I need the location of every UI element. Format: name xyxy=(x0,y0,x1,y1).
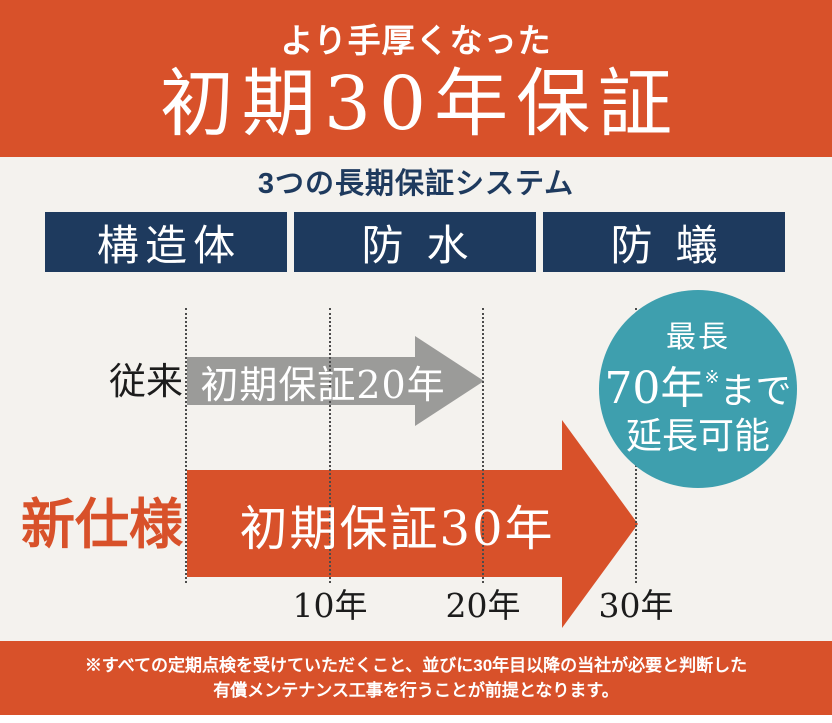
conventional-row-label: 従来 xyxy=(109,360,183,403)
badge-years-suffix: まで xyxy=(719,370,792,412)
page-title: 初期30年保証 xyxy=(159,61,681,147)
axis-tick-30yr: 30年 xyxy=(598,586,674,625)
badge-years-value: 70年 xyxy=(604,362,705,414)
new-spec-row-label: 新仕様 xyxy=(21,492,183,556)
header-banner: より手厚くなった 初期30年保証 xyxy=(0,0,832,157)
category-waterproof-label: 防水 xyxy=(361,220,492,270)
section-subtitle: 3つの長期保証システム xyxy=(257,168,575,200)
axis-tick-20yr: 20年 xyxy=(445,586,521,625)
header-tagline: より手厚くなった xyxy=(280,22,552,59)
category-structure: 構造体 xyxy=(45,212,287,272)
gridline-10yr xyxy=(329,308,331,583)
badge-reference-mark: ※ xyxy=(704,366,720,388)
new-spec-arrow-label: 初期保証30年 xyxy=(239,500,555,557)
category-bar-row: 構造体 防水 防蟻 xyxy=(45,212,785,272)
conventional-arrow-body xyxy=(187,357,415,405)
conventional-arrow-head-icon xyxy=(415,336,484,426)
category-termite: 防蟻 xyxy=(543,212,785,272)
footnote-banner: ※すべての定期点検を受けていただくこと、並びに30年目以降の当社が必要と判断した… xyxy=(0,641,832,715)
badge-line1: 最長 xyxy=(666,319,730,355)
axis-tick-10yr: 10年 xyxy=(292,586,368,625)
badge-line3: 延長可能 xyxy=(625,415,770,457)
category-structure-label: 構造体 xyxy=(96,220,242,270)
new-spec-arrow-body xyxy=(187,470,562,577)
extension-badge: 最長 70年※まで 延長可能 xyxy=(599,290,797,488)
gridline-0yr xyxy=(185,308,187,583)
footnote-line1: ※すべての定期点検を受けていただくこと、並びに30年目以降の当社が必要と判断した xyxy=(84,656,748,675)
category-termite-label: 防蟻 xyxy=(610,220,741,270)
category-waterproof: 防水 xyxy=(294,212,536,272)
gridline-20yr xyxy=(482,308,484,583)
footnote-line2: 有償メンテナンス工事を行うことが前提となります。 xyxy=(213,681,619,700)
badge-line2: 70年※まで xyxy=(604,354,791,416)
conventional-arrow-label: 初期保証20年 xyxy=(200,362,446,407)
